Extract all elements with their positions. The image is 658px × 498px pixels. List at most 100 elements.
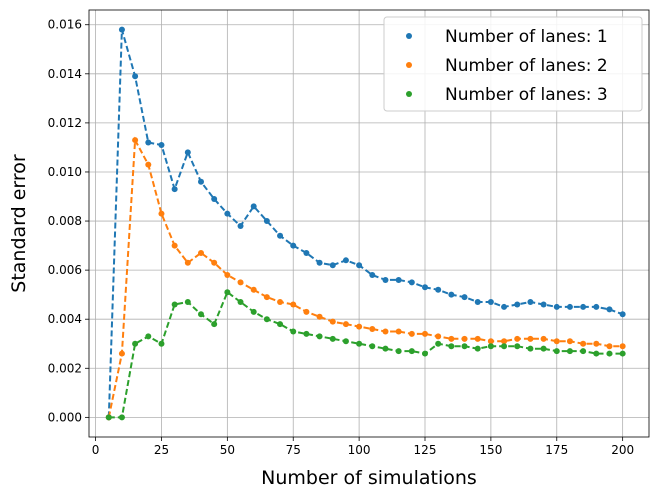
series-2-point (422, 330, 428, 337)
series-1-point (118, 26, 125, 33)
series-2-point (237, 279, 244, 286)
series-3-point (487, 343, 494, 350)
series-1-point (566, 303, 573, 310)
series-1-point (277, 232, 284, 239)
series-2-point (198, 249, 204, 256)
series-3-point (395, 348, 402, 355)
series-1-point (198, 178, 204, 185)
series-1-point (474, 299, 481, 306)
series-1-point (290, 242, 297, 249)
series-2-point (303, 308, 310, 315)
series-1-point (408, 279, 415, 286)
series-1-point (501, 303, 508, 310)
series-2-point (158, 210, 165, 217)
legend-box (383, 16, 643, 112)
series-1-point (158, 141, 165, 148)
series-2-point (263, 294, 270, 301)
series-3-point (356, 340, 363, 347)
series-3-point (461, 343, 468, 350)
x-tick-label: 50 (220, 443, 235, 457)
series-3-point (369, 343, 376, 350)
series-2-point (408, 330, 415, 337)
series-1-point (514, 301, 521, 308)
series-3-point (474, 345, 481, 352)
series-1-point (540, 301, 547, 308)
series-1-point (593, 303, 600, 310)
series-1-point (171, 186, 178, 193)
series-2-point (290, 301, 297, 308)
series-layer (105, 26, 626, 421)
series-2-point (580, 340, 587, 347)
series-2-point (184, 259, 191, 266)
series-3-point (316, 333, 323, 340)
series-2-point (619, 343, 626, 350)
series-2-point (342, 321, 349, 328)
series-2-point (566, 338, 573, 345)
series-3-point (514, 343, 521, 350)
series-3-point (105, 414, 112, 421)
series-3-point (382, 345, 389, 352)
series-2-point (369, 326, 376, 333)
series-3-point (527, 345, 534, 352)
series-1-point (461, 294, 468, 301)
x-tick-label: 200 (611, 443, 634, 457)
x-tick-label: 125 (414, 443, 437, 457)
series-2-point (553, 338, 560, 345)
tick-layer: 0 25 50 75 100 125 150 175 200 0.000 0.002 0.004 0.0… (48, 18, 634, 457)
series-2-point (356, 323, 363, 330)
series-3-point (619, 350, 626, 357)
series-1-point (395, 276, 402, 283)
series-3-point (145, 333, 152, 340)
series-3-point (422, 350, 428, 357)
y-tick-label: 0.008 (48, 214, 82, 228)
series-3-point (132, 340, 139, 347)
legend: Number of lanes: 1 Number of lanes: 2 Numb… (383, 16, 643, 112)
series-1-point (382, 276, 389, 283)
series-2-point (514, 335, 521, 342)
y-tick-label: 0.004 (48, 312, 82, 326)
series-2-point (250, 286, 257, 293)
series-3-point (540, 345, 547, 352)
series-1-point (527, 299, 534, 306)
y-axis-title: Standard error (8, 154, 30, 293)
series-3-point (580, 348, 587, 355)
x-axis-title: Number of simulations (261, 467, 477, 489)
series-2-point (606, 343, 613, 350)
y-tick-label: 0.010 (48, 165, 82, 179)
series-1-point (250, 203, 257, 210)
series-1-point (211, 195, 218, 202)
series-1-point (606, 306, 613, 313)
series-3-line (108, 290, 623, 419)
series-1-point (369, 272, 376, 279)
series-1-point (263, 218, 270, 225)
y-tick-label: 0.000 (48, 410, 82, 424)
series-1-point (342, 257, 349, 264)
series-1-point (224, 210, 231, 217)
series-1-point (316, 259, 323, 266)
series-2-point (501, 338, 508, 345)
series-1-point (553, 303, 560, 310)
series-3-point (606, 350, 613, 357)
series-3-point (224, 289, 231, 296)
series-2-point (474, 335, 481, 342)
legend-entries: Number of lanes: 1 Number of lanes: 2 Numb… (406, 27, 608, 105)
series-2-point (211, 259, 218, 266)
series-2-point (448, 335, 455, 342)
series-3-point (184, 299, 191, 306)
series-2-point (329, 318, 336, 325)
series-3-point (250, 308, 257, 315)
series-2-point (540, 335, 547, 342)
series-1-point (329, 262, 336, 269)
legend-label-3: Number of lanes: 3 (445, 85, 608, 105)
series-3-point (408, 348, 415, 355)
series-2-point (382, 328, 389, 335)
series-3-point (277, 321, 284, 328)
series-3-point (171, 301, 178, 308)
series-2-point (132, 137, 139, 144)
series-2-point (277, 299, 284, 306)
series-2-point (316, 313, 323, 320)
series-3-point (158, 340, 165, 347)
series-1-point (132, 73, 139, 80)
x-tick-label: 0 (92, 443, 100, 457)
series-3-point (342, 338, 349, 345)
